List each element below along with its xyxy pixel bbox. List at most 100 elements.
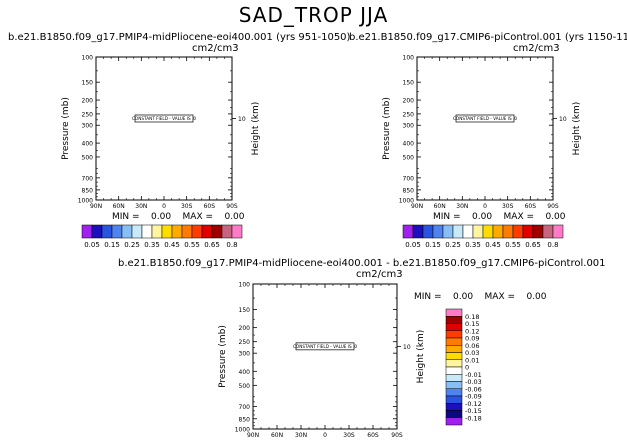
colorbar-panel-2-label: 0.65 [525, 241, 541, 249]
panel-2-ytick-label: 700 [403, 175, 415, 182]
colorbar-diff-swatch [445, 308, 463, 317]
colorbar-panel-2-label: 0.8 [547, 241, 558, 249]
panel-1-xtick-label: 60S [204, 203, 216, 210]
panel-3-title: b.e21.B1850.f09_g17.PMIP4-midPliocene-eo… [118, 258, 606, 269]
colorbar-diff-label: -0.06 [465, 385, 482, 393]
colorbar-diff-swatch [445, 366, 463, 375]
panel-2-xtick-label: 90N [411, 203, 423, 210]
panel-1-ytick-label: 100 [82, 55, 94, 62]
panel-1-ylabel: Pressure (mb) [61, 97, 71, 160]
colorbar-diff-swatch [445, 403, 463, 411]
panel-2-annotation-box [455, 114, 515, 123]
panel-2-units: cm2/cm3 [513, 43, 560, 54]
panel-3-xtick-label: 90N [247, 432, 259, 439]
colorbar-diff-label: -0.01 [465, 371, 482, 379]
panel-1-min-value: 0.00 [151, 212, 172, 222]
panel-3-ytick-label: 150 [239, 307, 251, 314]
panel-2-ytick-label: 300 [403, 123, 415, 130]
colorbar-panel-1-label: 0.35 [144, 241, 160, 249]
colorbar-panel-2-label: 0.25 [445, 241, 461, 249]
colorbar-panel-1-swatch [231, 224, 243, 239]
colorbar-diff-label: -0.03 [465, 378, 482, 386]
panel-3-ytick-label: 250 [239, 339, 251, 346]
panel-3-ylabel-right: Height (km) [416, 330, 426, 384]
colorbar-diff-label: 0.01 [465, 356, 479, 364]
colorbar-diff-swatch [445, 410, 463, 418]
panel-1-min-label: MIN = [112, 212, 140, 222]
panel-1-height-tick-label: 10 [238, 116, 246, 123]
panel-3-ytick-label: 500 [239, 383, 251, 390]
panel-3-annotation: CONSTANT FIELD - VALUE IS .0 [293, 344, 357, 349]
panel-2-ytick-label: 850 [403, 187, 415, 194]
panel-2-max-label: MAX = [503, 212, 535, 222]
panel-2-ylabel-right: Height (km) [572, 102, 582, 156]
panel-2-ytick-label: 1000 [399, 198, 414, 205]
colorbar-diff-swatch [445, 316, 463, 324]
colorbar-panel-1-label: 0.45 [164, 241, 180, 249]
panel-1-max-label: MAX = [182, 212, 214, 222]
panel-2-ytick-label: 400 [403, 141, 415, 148]
panel-2-ylabel: Pressure (mb) [382, 97, 392, 160]
colorbar-diff-swatch [445, 345, 463, 353]
colorbar-diff-label: -0.15 [465, 407, 482, 415]
colorbar-diff-swatch [445, 381, 463, 389]
panel-1-ytick-label: 700 [82, 175, 94, 182]
colorbar-diff-label: -0.18 [465, 414, 482, 422]
panel-3-xtick-label: 0 [323, 432, 327, 439]
colorbar-diff-label: 0.12 [465, 327, 479, 335]
colorbar-diff-swatch [445, 359, 463, 368]
panel-1-annotation-box [134, 114, 194, 123]
panel-1-annotation: CONSTANT FIELD - VALUE IS .0 [132, 116, 196, 121]
colorbar-diff-swatch [445, 352, 463, 360]
colorbar-panel-2-label: 0.15 [425, 241, 441, 249]
panel-2-xtick-label: 0 [483, 203, 487, 210]
panel-2-max-value: 0.00 [545, 212, 566, 222]
panel-3-min-value: 0.00 [453, 292, 474, 302]
colorbar-panel-2-swatch [552, 224, 564, 239]
panel-1-ytick-label: 850 [82, 187, 94, 194]
colorbar-panel-2-label: 0.35 [465, 241, 481, 249]
panel-2-title: b.e21.B1850.f09_g17.CMIP6-piControl.001 … [349, 32, 627, 43]
colorbar-panel-1-label: 0.05 [84, 241, 100, 249]
panel-2-ytick-label: 200 [403, 98, 415, 105]
colorbar-diff-label: 0.15 [465, 320, 479, 328]
colorbar-diff-swatch [445, 374, 463, 382]
colorbar-panel-2-label: 0.55 [505, 241, 521, 249]
panel-3-ytick-label: 100 [239, 282, 251, 289]
panel-3-xtick-label: 90S [391, 432, 403, 439]
panel-1-xtick-label: 60N [113, 203, 125, 210]
colorbar-panel-1-label: 0.55 [184, 241, 200, 249]
panel-1-minmax: MIN = 0.00 MAX = 0.00 [112, 212, 245, 222]
colorbar-panel-1-label: 0.8 [226, 241, 237, 249]
panel-1-max-value: 0.00 [224, 212, 245, 222]
panel-3-minmax: MIN = 0.00 MAX = 0.00 [414, 292, 547, 302]
colorbar-diff-label: 0.03 [465, 349, 479, 357]
panel-1-ytick-label: 200 [82, 98, 94, 105]
panel-3-units: cm2/cm3 [356, 269, 403, 280]
panel-2-height-tick-label: 10 [559, 116, 567, 123]
panel-2-ytick-label: 150 [403, 80, 415, 87]
panel-1-units: cm2/cm3 [192, 43, 239, 54]
panel-1-ylabel-right: Height (km) [251, 102, 261, 156]
panel-3-annotation-box [295, 342, 355, 351]
panel-1-ytick-label: 300 [82, 123, 94, 130]
colorbar-diff-label: 0.06 [465, 342, 479, 350]
panel-3-max-label: MAX = [484, 292, 516, 302]
colorbar-diff-label: 0.18 [465, 313, 479, 321]
panel-2-min-value: 0.00 [472, 212, 493, 222]
panel-2-min-label: MIN = [433, 212, 461, 222]
panel-3-ytick-label: 1000 [235, 427, 250, 434]
colorbar-diff-label: 0 [465, 364, 469, 372]
colorbar-diff-label: -0.12 [465, 400, 482, 408]
colorbar-panel-1-label: 0.15 [104, 241, 120, 249]
colorbar-panel-2-label: 0.45 [485, 241, 501, 249]
colorbar-panel-1-label: 0.65 [204, 241, 220, 249]
panel-3-ylabel: Pressure (mb) [218, 325, 228, 388]
panel-3-xtick-label: 30N [295, 432, 307, 439]
panel-3-ytick-label: 200 [239, 325, 251, 332]
